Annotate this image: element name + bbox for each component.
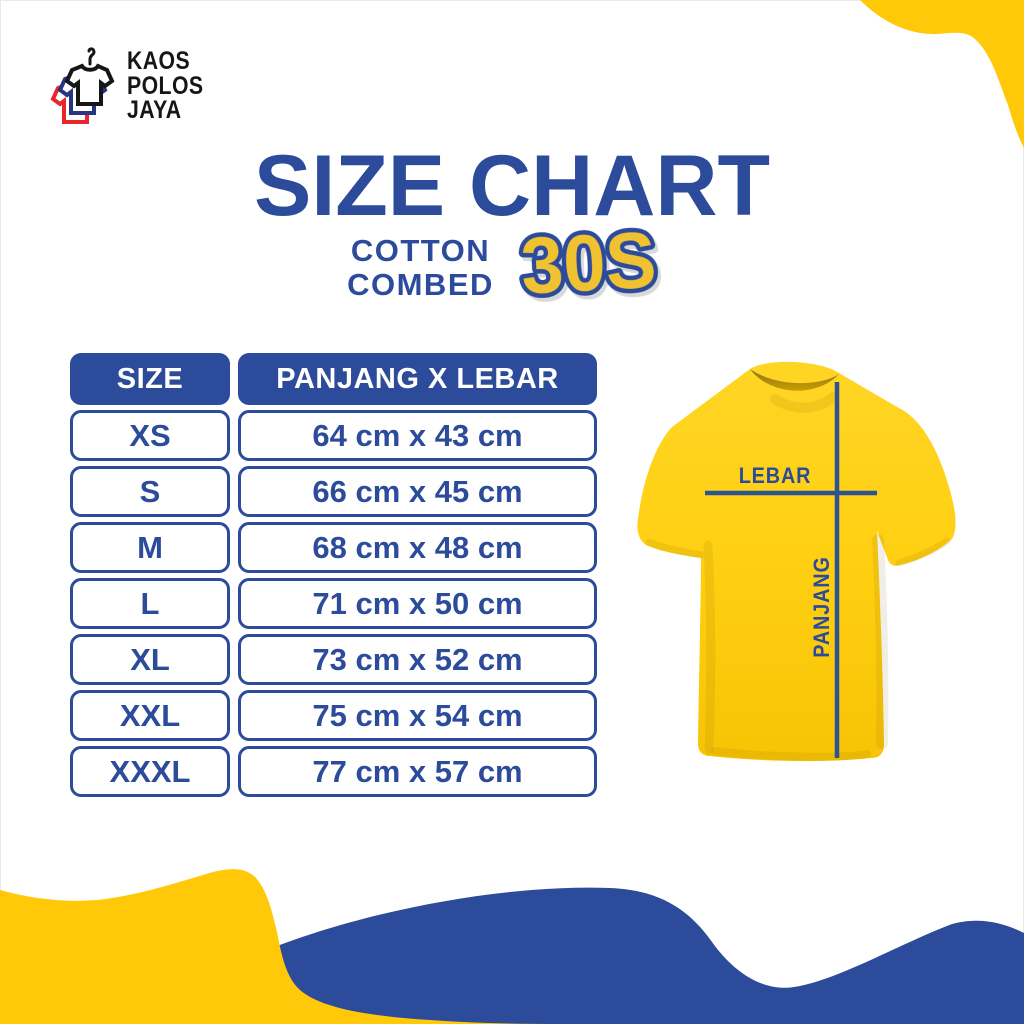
brand-name-line: JAYA <box>127 96 182 125</box>
brand-name-line: KAOS <box>127 47 191 76</box>
collar-shape <box>750 369 839 391</box>
hanger-icon <box>87 47 96 66</box>
size-cell: XXL <box>70 690 230 741</box>
tshirt-shape <box>637 361 956 762</box>
size-cell: XXXL <box>70 746 230 797</box>
fabric-weight-badge: 30S <box>514 220 663 310</box>
dim-cell: 68 cm x 48 cm <box>238 522 597 573</box>
subtitle-line: COMBED <box>347 267 494 302</box>
width-label: LEBAR <box>739 464 812 488</box>
dim-cell: 75 cm x 54 cm <box>238 690 597 741</box>
badge-text: 30S <box>519 220 659 310</box>
tshirt-diagram: LEBAR PANJANG <box>637 361 956 762</box>
dim-cell: 64 cm x 43 cm <box>238 410 597 461</box>
dim-cell: 71 cm x 50 cm <box>238 578 597 629</box>
corner-wave-icon <box>860 0 1024 148</box>
size-table-header-dim: PANJANG X LEBAR <box>238 353 597 405</box>
size-cell: M <box>70 522 230 573</box>
size-cell: S <box>70 466 230 517</box>
brand-logo: KAOS POLOS JAYA <box>50 46 217 126</box>
page-title: SIZE CHART <box>254 138 770 234</box>
bottom-wave-blue <box>260 887 1024 1024</box>
dim-cell: 73 cm x 52 cm <box>238 634 597 685</box>
size-cell: L <box>70 578 230 629</box>
size-cell: XS <box>70 410 230 461</box>
size-cell: XL <box>70 634 230 685</box>
bottom-wave-yellow <box>0 869 560 1024</box>
brand-name: KAOS POLOS JAYA <box>127 49 204 123</box>
bottom-waves-icon <box>0 869 1024 1024</box>
size-table: SIZE PANJANG X LEBAR XS 64 cm x 43 cm S … <box>70 353 597 797</box>
brand-logo-tshirt-icon <box>51 47 114 124</box>
size-table-header-size: SIZE <box>70 353 230 405</box>
subtitle-row: COTTON COMBED 30S <box>0 220 1024 310</box>
subtitle: COTTON COMBED <box>347 234 494 302</box>
dim-cell: 66 cm x 45 cm <box>238 466 597 517</box>
length-label: PANJANG <box>810 556 834 658</box>
subtitle-line: COTTON <box>350 233 491 268</box>
brand-name-line: POLOS <box>127 71 204 100</box>
dim-cell: 77 cm x 57 cm <box>238 746 597 797</box>
